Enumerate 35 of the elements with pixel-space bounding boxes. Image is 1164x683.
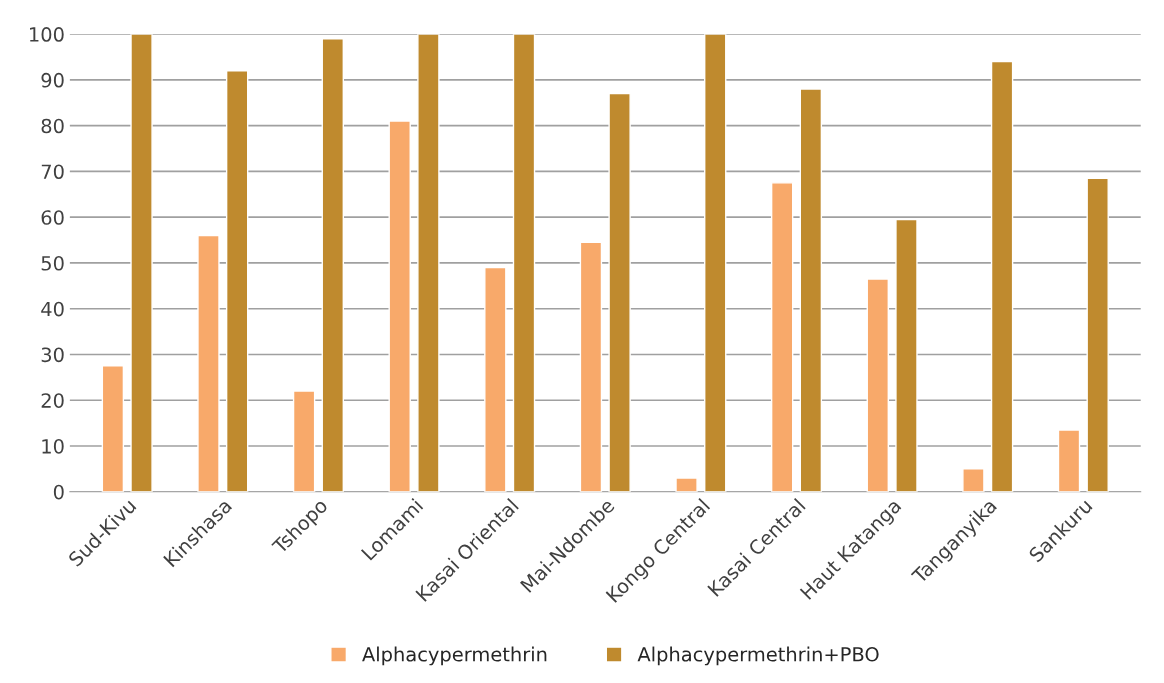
bar (1086, 177, 1109, 492)
y-tick-label: 0 (53, 484, 64, 500)
bar (770, 182, 794, 492)
bar (799, 88, 823, 492)
y-tick-label: 40 (41, 301, 64, 317)
bar (484, 266, 507, 492)
y-tick-label: 70 (41, 164, 64, 180)
y-tick-label: 30 (41, 347, 64, 363)
bar (225, 70, 249, 492)
y-tick-label: 90 (41, 72, 64, 88)
bar (388, 120, 411, 492)
bar (990, 60, 1014, 492)
y-tick-label: 50 (41, 255, 64, 271)
bar (675, 477, 698, 492)
y-tick-label: 20 (41, 393, 64, 408)
bar (1057, 429, 1081, 492)
y-tick-label: 100 (30, 27, 64, 42)
bar (417, 34, 440, 492)
y-tick-label: 10 (42, 438, 64, 454)
bar (512, 34, 536, 492)
legend-label: Alphacypermethrin (362, 646, 547, 666)
bar (895, 218, 918, 492)
bar (704, 34, 727, 492)
bar (866, 278, 889, 492)
bar (197, 234, 220, 492)
bar (130, 34, 153, 492)
legend-label: Alphacypermethrin+PBO (637, 646, 879, 666)
bar (292, 390, 316, 492)
bar (962, 468, 985, 492)
bar (608, 92, 631, 492)
y-tick-label: 60 (41, 210, 64, 225)
bar (321, 38, 344, 492)
y-tick-label: 80 (41, 118, 64, 134)
bar (101, 365, 125, 492)
bar (579, 241, 603, 492)
